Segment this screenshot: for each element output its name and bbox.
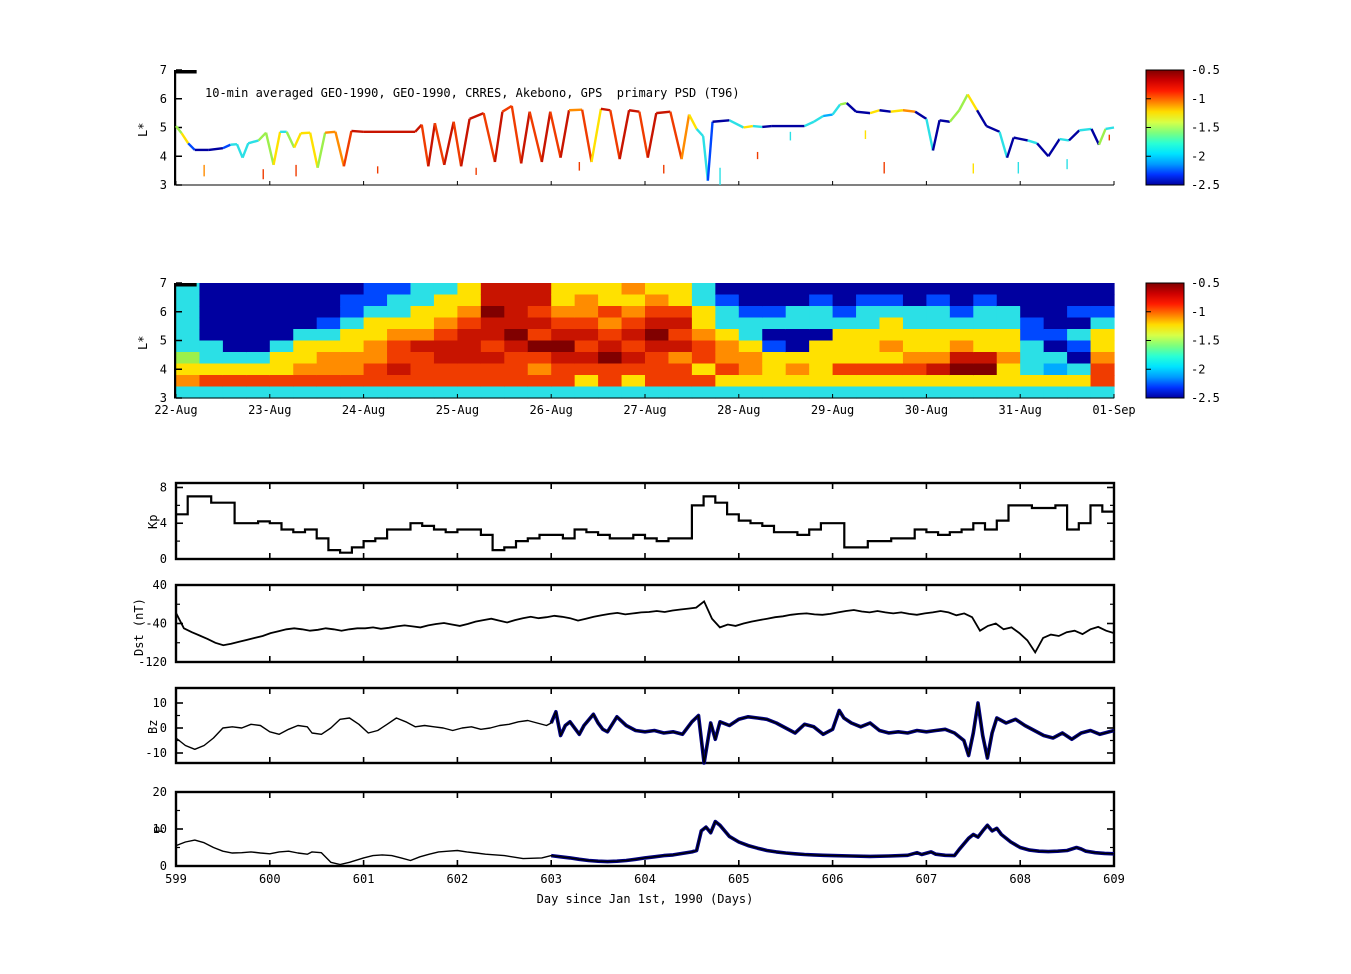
day-tick-label: 607 xyxy=(916,872,938,886)
day-tick-label: 609 xyxy=(1103,872,1125,886)
colorbar-tick-label: -1 xyxy=(1191,92,1205,106)
ytick-label-kp: 0 xyxy=(160,552,167,566)
ytick-label-lstar: 7 xyxy=(160,276,167,290)
date-tick-label: 26-Aug xyxy=(530,403,573,417)
day-tick-label: 608 xyxy=(1009,872,1031,886)
day-tick-label: 601 xyxy=(353,872,375,886)
ytick-label-p: 10 xyxy=(153,822,167,836)
panel-p: 20 10 0 xyxy=(153,785,1116,873)
p-black-line xyxy=(175,820,1115,866)
colorbar-tick-label: -2 xyxy=(1191,149,1205,163)
colorbar-tick-label: -1.5 xyxy=(1191,121,1220,135)
ylabel-psd-heatmap: L* xyxy=(136,335,150,350)
psd-colored-line xyxy=(175,93,1115,185)
x-axis-label: Day since Jan 1st, 1990 (Days) xyxy=(536,892,754,906)
date-tick-label: 29-Aug xyxy=(811,403,854,417)
colorbar-tick-label: -1.5 xyxy=(1191,334,1220,348)
ytick-label-p: 0 xyxy=(160,859,167,873)
ytick-label-p: 20 xyxy=(153,785,167,799)
panel-dst: 40 -40 -120 xyxy=(138,578,1116,669)
ylabel-p: P xyxy=(152,825,166,833)
date-tick-label: 30-Aug xyxy=(905,403,948,417)
day-tick-label: 602 xyxy=(447,872,469,886)
ytick-label-bz: 10 xyxy=(153,696,167,710)
day-tick-label: 606 xyxy=(822,872,844,886)
day-tick-label: 600 xyxy=(259,872,281,886)
ylabel-bz: Bz xyxy=(146,719,160,734)
colorbar-1: -0.5 -1 -1.5 -2 -2.5 xyxy=(1145,63,1220,192)
ytick-label-lstar: 4 xyxy=(160,149,167,163)
date-tick-label: 25-Aug xyxy=(436,403,479,417)
psd-topbar xyxy=(176,70,197,74)
ytick-label-dst: -120 xyxy=(138,655,167,669)
ylabel-kp: Kp xyxy=(146,514,160,529)
colorbar-tick-label: -2.5 xyxy=(1191,391,1220,405)
ytick-label-lstar: 7 xyxy=(160,63,167,77)
ytick-label-lstar: 3 xyxy=(160,391,167,405)
plot-title: 10-min averaged GEO-1990, GEO-1990, CRRE… xyxy=(205,86,740,100)
ytick-label-bz: 0 xyxy=(160,721,167,735)
ytick-label-dst: 40 xyxy=(153,578,167,592)
panel-kp: 8 4 0 xyxy=(160,480,1116,566)
date-tick-label: 23-Aug xyxy=(248,403,291,417)
day-tick-label: 603 xyxy=(540,872,562,886)
ytick-label-lstar: 5 xyxy=(160,334,167,348)
colorbar-2: -0.5 -1 -1.5 -2 -2.5 xyxy=(1145,276,1220,405)
date-tick-label: 22-Aug xyxy=(154,403,197,417)
date-tick-label: 31-Aug xyxy=(999,403,1042,417)
dst-line xyxy=(175,599,1115,655)
ytick-label-kp: 4 xyxy=(160,516,167,530)
bz-navy-line xyxy=(549,701,1115,765)
day-tick-label: 605 xyxy=(728,872,750,886)
ytick-label-lstar: 3 xyxy=(160,178,167,192)
date-tick-label: 28-Aug xyxy=(717,403,760,417)
ytick-label-lstar: 6 xyxy=(160,92,167,106)
ytick-label-lstar: 6 xyxy=(160,305,167,319)
panel-psd_line: 3 4 5 6 7 xyxy=(160,63,1115,192)
date-tick-label: 27-Aug xyxy=(623,403,666,417)
day-tick-label: 599 xyxy=(165,872,187,886)
colorbar-tick-label: -0.5 xyxy=(1191,63,1220,77)
day-tick-label: 604 xyxy=(634,872,656,886)
ylabel-dst: Dst (nT) xyxy=(132,598,146,656)
colorbar-tick-label: -2 xyxy=(1191,362,1205,376)
ytick-label-dst: -40 xyxy=(145,617,167,631)
bz-black-line xyxy=(175,702,1115,764)
date-tick-label: 01-Sep xyxy=(1092,403,1135,417)
ytick-label-bz: -10 xyxy=(145,746,167,760)
colorbar-tick-label: -1 xyxy=(1191,305,1205,319)
panel-psd_heatmap: 3 4 5 6 7 22-Aug 23-Aug 24-Aug 25-Aug 26-Aug 27-Au… xyxy=(154,276,1135,417)
date-tick-label: 24-Aug xyxy=(342,403,385,417)
ytick-label-lstar: 5 xyxy=(160,121,167,135)
ytick-label-kp: 8 xyxy=(160,480,167,494)
psd-heatmap-cells xyxy=(176,283,1115,399)
kp-step-line xyxy=(175,495,1114,554)
colorbar-tick-label: -0.5 xyxy=(1191,276,1220,290)
panel-bz: 10 0 -10 xyxy=(145,686,1116,765)
ylabel-psd-line: L* xyxy=(136,122,150,137)
ytick-label-lstar: 4 xyxy=(160,362,167,376)
colorbar-tick-label: -2.5 xyxy=(1191,178,1220,192)
